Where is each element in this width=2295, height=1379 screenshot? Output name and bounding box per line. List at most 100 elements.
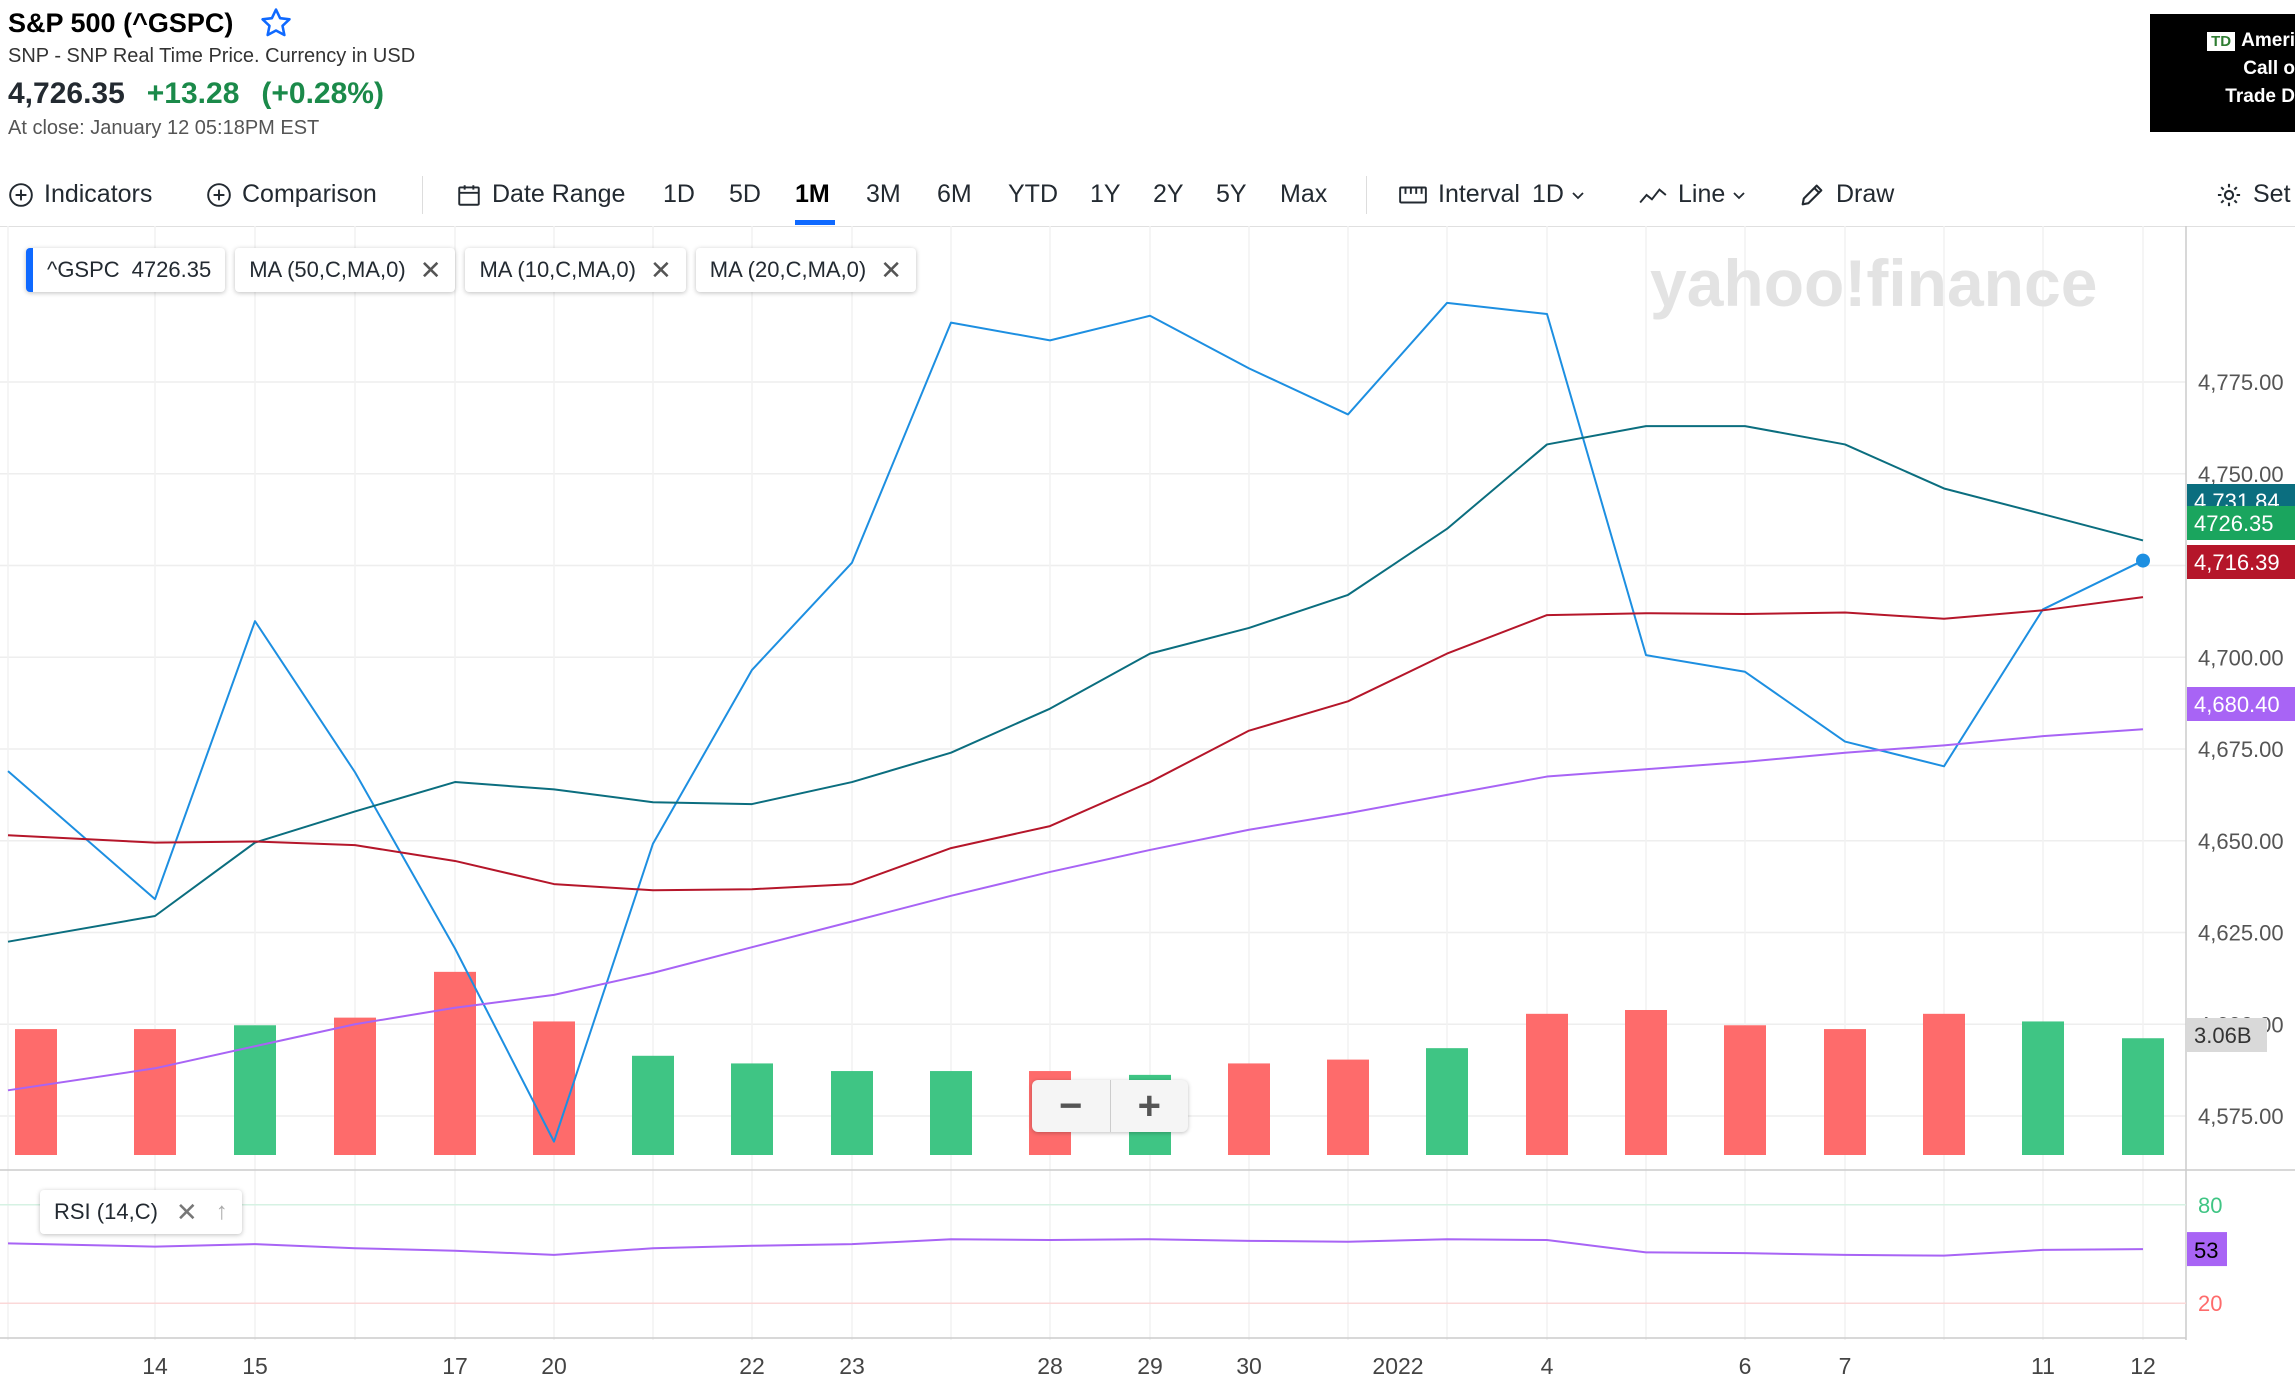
date-range-button[interactable]: Date Range: [456, 180, 625, 209]
legend-ma10[interactable]: MA (10,C,MA,0) ✕: [465, 248, 686, 292]
legend-symbol-value: 4726.35: [131, 257, 212, 282]
close-time: At close: January 12 05:18PM EST: [8, 117, 320, 139]
ma20-last-label-bg: [2187, 545, 2295, 579]
ad-banner[interactable]: TD Ameri Call o Trade D: [2150, 14, 2295, 132]
range-1d[interactable]: 1D: [663, 180, 695, 208]
legend-ma20-label: MA (20,C,MA,0): [709, 257, 867, 282]
legend-ma50-label: MA (50,C,MA,0): [249, 257, 406, 282]
chevron-down-icon: [1733, 191, 1745, 199]
legend-symbol[interactable]: ^GSPC 4726.35: [26, 248, 226, 292]
date-range-label: Date Range: [492, 180, 626, 208]
volume-bar: [134, 1029, 176, 1155]
close-icon[interactable]: ✕: [175, 1196, 198, 1227]
volume-bar: [234, 1025, 276, 1155]
price-last-label-bg: [2187, 506, 2295, 540]
draw-label: Draw: [1836, 180, 1895, 208]
gear-icon: [2217, 183, 2241, 206]
volume-bar: [334, 1017, 376, 1155]
volume-bar: [1625, 1010, 1667, 1155]
zoom-out-button[interactable]: −: [1059, 1083, 1083, 1128]
price-line: [7, 301, 2144, 1143]
chart-type-dropdown[interactable]: Line: [1638, 180, 1757, 209]
x-tick-label: 15: [242, 1353, 268, 1379]
volume-bar: [2022, 1021, 2064, 1155]
ad-line-3: Trade D: [2225, 86, 2295, 107]
plus-circle-icon: [9, 182, 33, 207]
range-6m[interactable]: 6M: [937, 180, 972, 208]
volume-bar: [1724, 1025, 1766, 1155]
indicators-button[interactable]: Indicators: [8, 180, 152, 209]
rsi-legend[interactable]: RSI (14,C) ✕ ↑: [40, 1190, 242, 1234]
range-1m[interactable]: 1M: [795, 180, 830, 208]
x-tick-label: 17: [442, 1353, 468, 1379]
watermark: yahoo!finance: [1650, 246, 2097, 320]
range-3m[interactable]: 3M: [866, 180, 901, 208]
range-ytd[interactable]: YTD: [1008, 180, 1058, 208]
x-tick-label: 2022: [1372, 1353, 1423, 1379]
quote-change-pct: (+0.28%): [261, 77, 384, 110]
x-tick-label: 14: [142, 1353, 168, 1379]
range-5y[interactable]: 5Y: [1216, 180, 1247, 208]
y-tick-label: 4,575.00: [2198, 1104, 2284, 1129]
draw-button[interactable]: Draw: [1798, 180, 1894, 209]
quote-price: 4,726.35: [8, 77, 125, 110]
volume-bar: [632, 1055, 674, 1155]
range-5d[interactable]: 5D: [729, 180, 761, 208]
line-chart-icon: [1639, 187, 1667, 203]
indicators-label: Indicators: [44, 180, 153, 208]
arrow-up-icon[interactable]: ↑: [215, 1198, 228, 1225]
zoom-in-button[interactable]: +: [1109, 1080, 1189, 1132]
volume-bar: [731, 1063, 773, 1155]
range-1y[interactable]: 1Y: [1090, 180, 1121, 208]
x-tick-label: 4: [1541, 1353, 1554, 1379]
rsi-level-80: 80: [2198, 1193, 2222, 1218]
close-icon[interactable]: ✕: [419, 254, 442, 285]
rsi-last-label: 53: [2194, 1238, 2218, 1263]
close-icon[interactable]: ✕: [880, 254, 903, 285]
legend-ma20[interactable]: MA (20,C,MA,0) ✕: [695, 248, 917, 292]
volume-bar: [1228, 1063, 1270, 1155]
volume-bar: [434, 971, 476, 1155]
toolbar-divider: [1366, 176, 1367, 214]
y-tick-label: 4,625.00: [2198, 921, 2284, 946]
settings-button[interactable]: Set: [2215, 180, 2291, 209]
volume-bar: [2122, 1038, 2164, 1155]
x-tick-label: 28: [1037, 1353, 1063, 1379]
rsi-label: RSI (14,C): [54, 1199, 158, 1224]
legend-ma50[interactable]: MA (50,C,MA,0) ✕: [235, 248, 456, 292]
rsi-last-label-bg: [2187, 1232, 2227, 1267]
y-tick-label: 4,675.00: [2198, 737, 2284, 762]
volume-bar: [533, 1021, 575, 1155]
interval-dropdown[interactable]: Interval 1D: [1398, 180, 1596, 209]
price-chart[interactable]: yahoo!finance4,575.004,600.004,625.004,6…: [0, 226, 2295, 1379]
chevron-down-icon: [1572, 191, 1584, 199]
x-tick-label: 23: [839, 1353, 865, 1379]
chart-type-label: Line: [1678, 180, 1726, 208]
quote-change: +13.28: [146, 77, 240, 110]
x-tick-label: 11: [2031, 1353, 2055, 1379]
volume-bar: [1327, 1059, 1369, 1155]
ma20-last-label: 4,716.39: [2194, 550, 2280, 575]
y-tick-label: 4,750.00: [2198, 462, 2284, 487]
quote-price-row: 4,726.35 +13.28 (+0.28%): [8, 77, 384, 111]
range-max[interactable]: Max: [1280, 180, 1328, 208]
volume-bar: [15, 1029, 57, 1155]
close-icon[interactable]: ✕: [649, 254, 672, 285]
volume-bar: [1824, 1029, 1866, 1155]
volume-bar: [1426, 1048, 1468, 1155]
ruler-icon: [1399, 186, 1427, 203]
chart-legend: ^GSPC 4726.35 MA (50,C,MA,0) ✕ MA (10,C,…: [26, 248, 917, 292]
range-2y[interactable]: 2Y: [1153, 180, 1184, 208]
volume-bar: [930, 1071, 972, 1155]
ma20-line: [7, 596, 2144, 892]
x-tick-label: 7: [1839, 1353, 1852, 1379]
volume-bar: [1923, 1013, 1965, 1155]
y-tick-label: 4,650.00: [2198, 829, 2284, 854]
volume-last-label: 3.06B: [2194, 1023, 2252, 1048]
pencil-icon: [1801, 184, 1823, 205]
ma50-line: [7, 728, 2144, 1092]
interval-value: 1D: [1531, 180, 1564, 208]
comparison-button[interactable]: Comparison: [206, 180, 377, 209]
star-icon[interactable]: [259, 6, 293, 40]
volume-bar: [831, 1071, 873, 1155]
